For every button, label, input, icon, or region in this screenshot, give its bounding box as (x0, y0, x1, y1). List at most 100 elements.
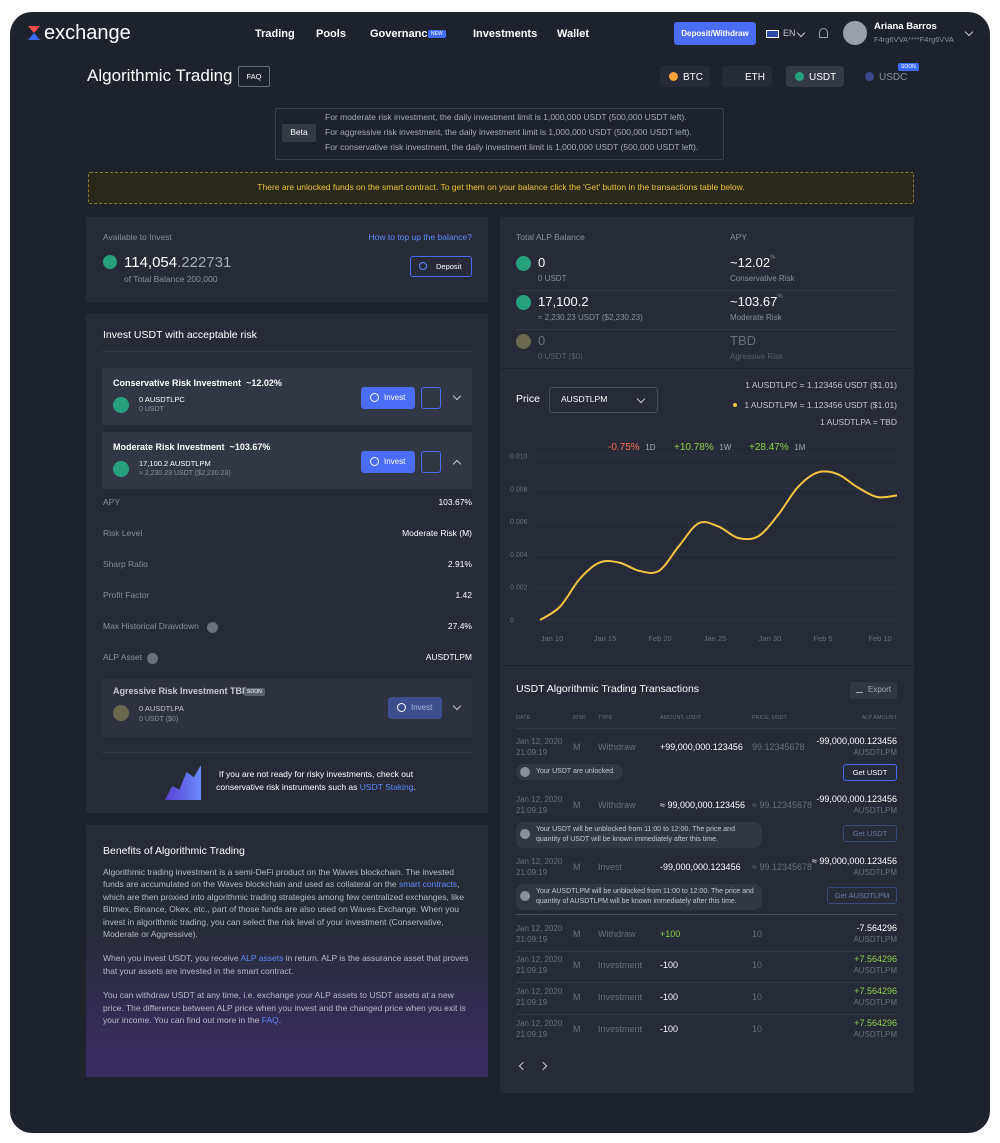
balance-sub: 0 USDT (538, 273, 567, 283)
risk: M (573, 862, 581, 873)
button-label: Export (868, 684, 892, 694)
detail-label: Risk Level (103, 528, 143, 539)
info-button[interactable] (421, 387, 441, 409)
button-label: Get USDT (852, 767, 888, 777)
info-button[interactable] (421, 451, 441, 473)
balance-amount: 0 (538, 332, 546, 348)
deposit-withdraw-button[interactable] (674, 22, 756, 45)
export-button[interactable] (850, 682, 897, 699)
export-icon (856, 686, 863, 693)
date: Jan 12, 2020 (516, 856, 563, 866)
link[interactable]: FAQ (261, 1015, 279, 1026)
text: When you invest USDT, you receive (103, 953, 241, 964)
nav-link[interactable]: Pools (316, 27, 346, 40)
currency-tab[interactable] (786, 66, 844, 87)
invest-button[interactable] (388, 697, 442, 719)
time: 21:09:19 (516, 934, 548, 944)
product-sub: 0 USDT ($0) (139, 716, 179, 724)
name: Moderate Risk Investment (113, 442, 225, 452)
divider (516, 290, 897, 291)
soon-badge: SOON (898, 62, 919, 72)
alp-unit: AUSDTLPM (853, 965, 897, 975)
benefits-text: Algorithmic trading investment is a semi… (103, 866, 475, 1038)
beta-line: For aggressive risk investment, the dail… (325, 127, 692, 138)
get-button[interactable] (827, 887, 897, 904)
nav-link[interactable]: Wallet (557, 27, 589, 40)
price: 10 (752, 960, 763, 971)
apy: ~103.67% (229, 442, 271, 452)
type: Investment (598, 960, 643, 971)
promo: If you are not ready for risky investmen… (216, 769, 414, 792)
currency-tab[interactable] (660, 66, 710, 87)
time: 21:09:19 (516, 747, 548, 757)
invest-button[interactable] (361, 387, 415, 409)
promo: . (413, 782, 416, 792)
sub: of Total Balance 200,000 (124, 274, 218, 285)
help-icon (207, 622, 218, 633)
price-change: -0.75% 1D (608, 441, 655, 454)
type: Withdraw (598, 800, 636, 811)
type: Investment (598, 1024, 643, 1035)
flag-icon (766, 30, 779, 38)
button-label: Get USDT (852, 828, 888, 838)
card-title: Benefits of Algorithmic Trading (103, 845, 245, 858)
amount: -100 (660, 960, 679, 971)
invest-icon (397, 703, 406, 712)
currency: ETH (745, 71, 765, 83)
amount: +99,000,000.123456 (660, 742, 743, 753)
amount: ≈ 99,000,000.123456 (660, 800, 746, 811)
price: ≈ 99.12345678 (752, 862, 812, 873)
time: 21:09:19 (516, 1029, 548, 1039)
avatar (843, 21, 867, 45)
column-header: AMOUNT, USDT (660, 715, 702, 722)
right-card (500, 217, 914, 1093)
currency-tab[interactable] (722, 66, 772, 87)
time: 21:09:19 (516, 805, 548, 815)
balance-amount: 0 (538, 254, 546, 270)
rate: 1 AUSDTLPC = 1.123456 USDT ($1.01) (745, 380, 897, 391)
get-button[interactable] (843, 825, 897, 842)
risk: M (573, 992, 581, 1003)
nav-link[interactable]: Investments (473, 27, 538, 40)
link[interactable]: smart contracts (398, 879, 458, 890)
column-header: PRICE, USDT (752, 715, 787, 722)
detail-label: Profit Factor (103, 590, 150, 601)
invest-button[interactable] (361, 451, 415, 473)
product-sub: ≈ 2,230.23 USDT ($2,230.23) (139, 470, 231, 478)
button-label: Invest (411, 702, 433, 712)
link[interactable]: ALP assets (240, 953, 284, 964)
notice: There are unlocked funds on the smart co… (257, 182, 745, 193)
apy: ~12.02% (246, 378, 282, 388)
apy-value: TBD (730, 333, 756, 350)
bell-icon (819, 28, 828, 38)
get-button[interactable] (843, 764, 897, 781)
change-period: 1W (719, 443, 732, 452)
type: Investment (598, 992, 643, 1003)
deposit-button[interactable] (410, 256, 472, 277)
alp-amount: -7.564296 (856, 923, 897, 934)
faq-button[interactable] (238, 66, 270, 87)
detail-label: ALP Asset (103, 652, 143, 663)
beta-line: For moderate risk investment, the daily … (325, 112, 687, 123)
notice: Your AUSDTLPM will be unblocked from 11:… (536, 888, 754, 905)
risk: Conservative Risk (730, 273, 795, 283)
nav-link[interactable]: Trading (255, 27, 295, 40)
price-change: +28.47% 1M (749, 441, 805, 454)
beta-label: Beta (290, 127, 308, 138)
divider (500, 368, 914, 369)
soon-badge: SOON (244, 687, 265, 697)
currency: USDC (879, 71, 908, 83)
help-icon (147, 653, 158, 664)
coin-icon (113, 397, 129, 413)
link[interactable]: How to top up the balance? (368, 232, 473, 243)
price-select[interactable] (549, 387, 658, 413)
balance-sub: ≈ 2,230.23 USDT ($2,230.23) (538, 312, 643, 322)
date: Jan 12, 2020 (516, 794, 563, 804)
price-label: Price (516, 393, 540, 406)
rate: 1 AUSDTLPA = TBD (820, 417, 897, 428)
promo-link[interactable]: USDT Staking (359, 782, 414, 792)
language[interactable]: EN (783, 28, 796, 39)
amount: -99,000,000.123456 (660, 862, 741, 873)
nav-link[interactable]: Governance (370, 27, 434, 40)
alp-unit: AUSDTLPM (853, 1029, 897, 1039)
